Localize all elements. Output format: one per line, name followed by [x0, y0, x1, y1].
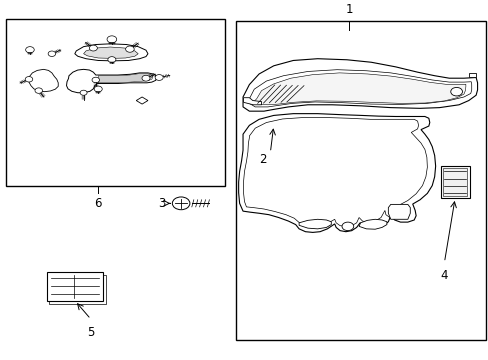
Polygon shape: [66, 69, 157, 93]
Circle shape: [450, 87, 462, 96]
Text: 4: 4: [440, 269, 447, 282]
Polygon shape: [83, 47, 138, 58]
Polygon shape: [254, 73, 465, 105]
Circle shape: [35, 88, 42, 93]
Polygon shape: [238, 114, 435, 233]
Bar: [47, 273, 103, 301]
Text: 2: 2: [259, 153, 266, 166]
Text: 3: 3: [158, 197, 165, 210]
Circle shape: [48, 51, 56, 57]
Polygon shape: [75, 44, 148, 61]
Circle shape: [107, 36, 117, 43]
Text: 5: 5: [87, 326, 94, 339]
Circle shape: [155, 75, 163, 80]
Bar: [5, 19, 224, 186]
Text: 1: 1: [345, 3, 352, 16]
Bar: [443, 168, 466, 196]
Polygon shape: [387, 204, 409, 219]
Polygon shape: [358, 219, 386, 229]
Bar: [49, 275, 105, 303]
Circle shape: [341, 222, 353, 231]
Circle shape: [125, 46, 134, 52]
Polygon shape: [249, 70, 471, 107]
Circle shape: [80, 90, 87, 95]
Polygon shape: [299, 219, 330, 229]
Polygon shape: [98, 73, 153, 83]
Text: 6: 6: [94, 197, 102, 210]
Polygon shape: [29, 69, 58, 92]
Polygon shape: [243, 118, 427, 227]
Circle shape: [25, 47, 34, 53]
Bar: [440, 166, 469, 198]
Polygon shape: [468, 73, 475, 77]
Polygon shape: [243, 98, 261, 105]
Circle shape: [89, 45, 97, 51]
Bar: [236, 21, 485, 340]
Circle shape: [142, 75, 150, 81]
Polygon shape: [243, 59, 477, 111]
Circle shape: [25, 77, 33, 82]
Circle shape: [92, 77, 100, 83]
Polygon shape: [136, 97, 148, 104]
Circle shape: [94, 86, 102, 92]
Circle shape: [108, 57, 116, 63]
Circle shape: [172, 197, 189, 210]
